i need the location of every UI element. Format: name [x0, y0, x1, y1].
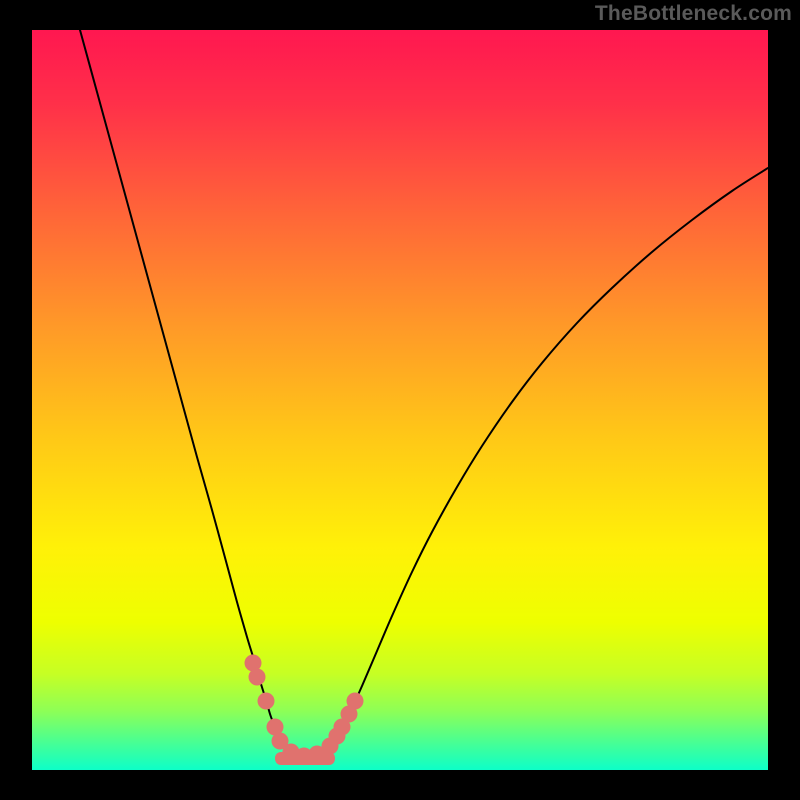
- curve-marker: [249, 669, 266, 686]
- attribution-text: TheBottleneck.com: [595, 2, 792, 26]
- chart-outer-frame: TheBottleneck.com: [0, 0, 800, 800]
- marker-bottom-bar: [275, 752, 335, 765]
- plot-area: [32, 30, 768, 770]
- curve-marker: [258, 693, 275, 710]
- curve-marker: [347, 693, 364, 710]
- chart-background: [32, 30, 768, 770]
- chart-svg: [32, 30, 768, 770]
